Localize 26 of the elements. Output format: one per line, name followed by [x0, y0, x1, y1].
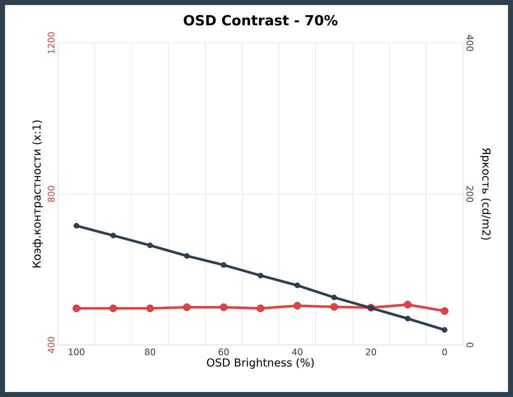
x-tick-label: 0 [442, 348, 447, 356]
point [331, 294, 337, 300]
y-tick-label: 400 [48, 337, 54, 354]
y-axis-title: Коэф.контрастности (x:1) [32, 120, 43, 268]
point [404, 316, 411, 322]
point [220, 262, 226, 268]
x-tick-label: 20 [366, 348, 376, 356]
point [184, 253, 190, 259]
point [442, 327, 448, 333]
point [110, 232, 116, 238]
point [258, 272, 264, 278]
chart-title: OSD Contrast - 70% [184, 14, 338, 26]
x-tick-label: 80 [144, 348, 156, 356]
point [294, 282, 300, 288]
x-axis-title: OSD Brightness (%) [206, 358, 314, 369]
y-tick-label: 800 [48, 186, 54, 202]
y2-tick-label: 200 [466, 186, 474, 202]
y-tick-label: 1200 [48, 32, 54, 54]
point [74, 222, 80, 228]
y2-tick-label: 400 [466, 34, 474, 51]
y2-tick-label: 0 [466, 342, 474, 348]
x-tick-label: 40 [292, 348, 302, 356]
x-tick-label: 100 [68, 348, 84, 356]
y2-axis-title: Яркость (cd/m2) [480, 148, 491, 240]
x-tick-label: 60 [218, 348, 229, 356]
point [147, 242, 153, 248]
